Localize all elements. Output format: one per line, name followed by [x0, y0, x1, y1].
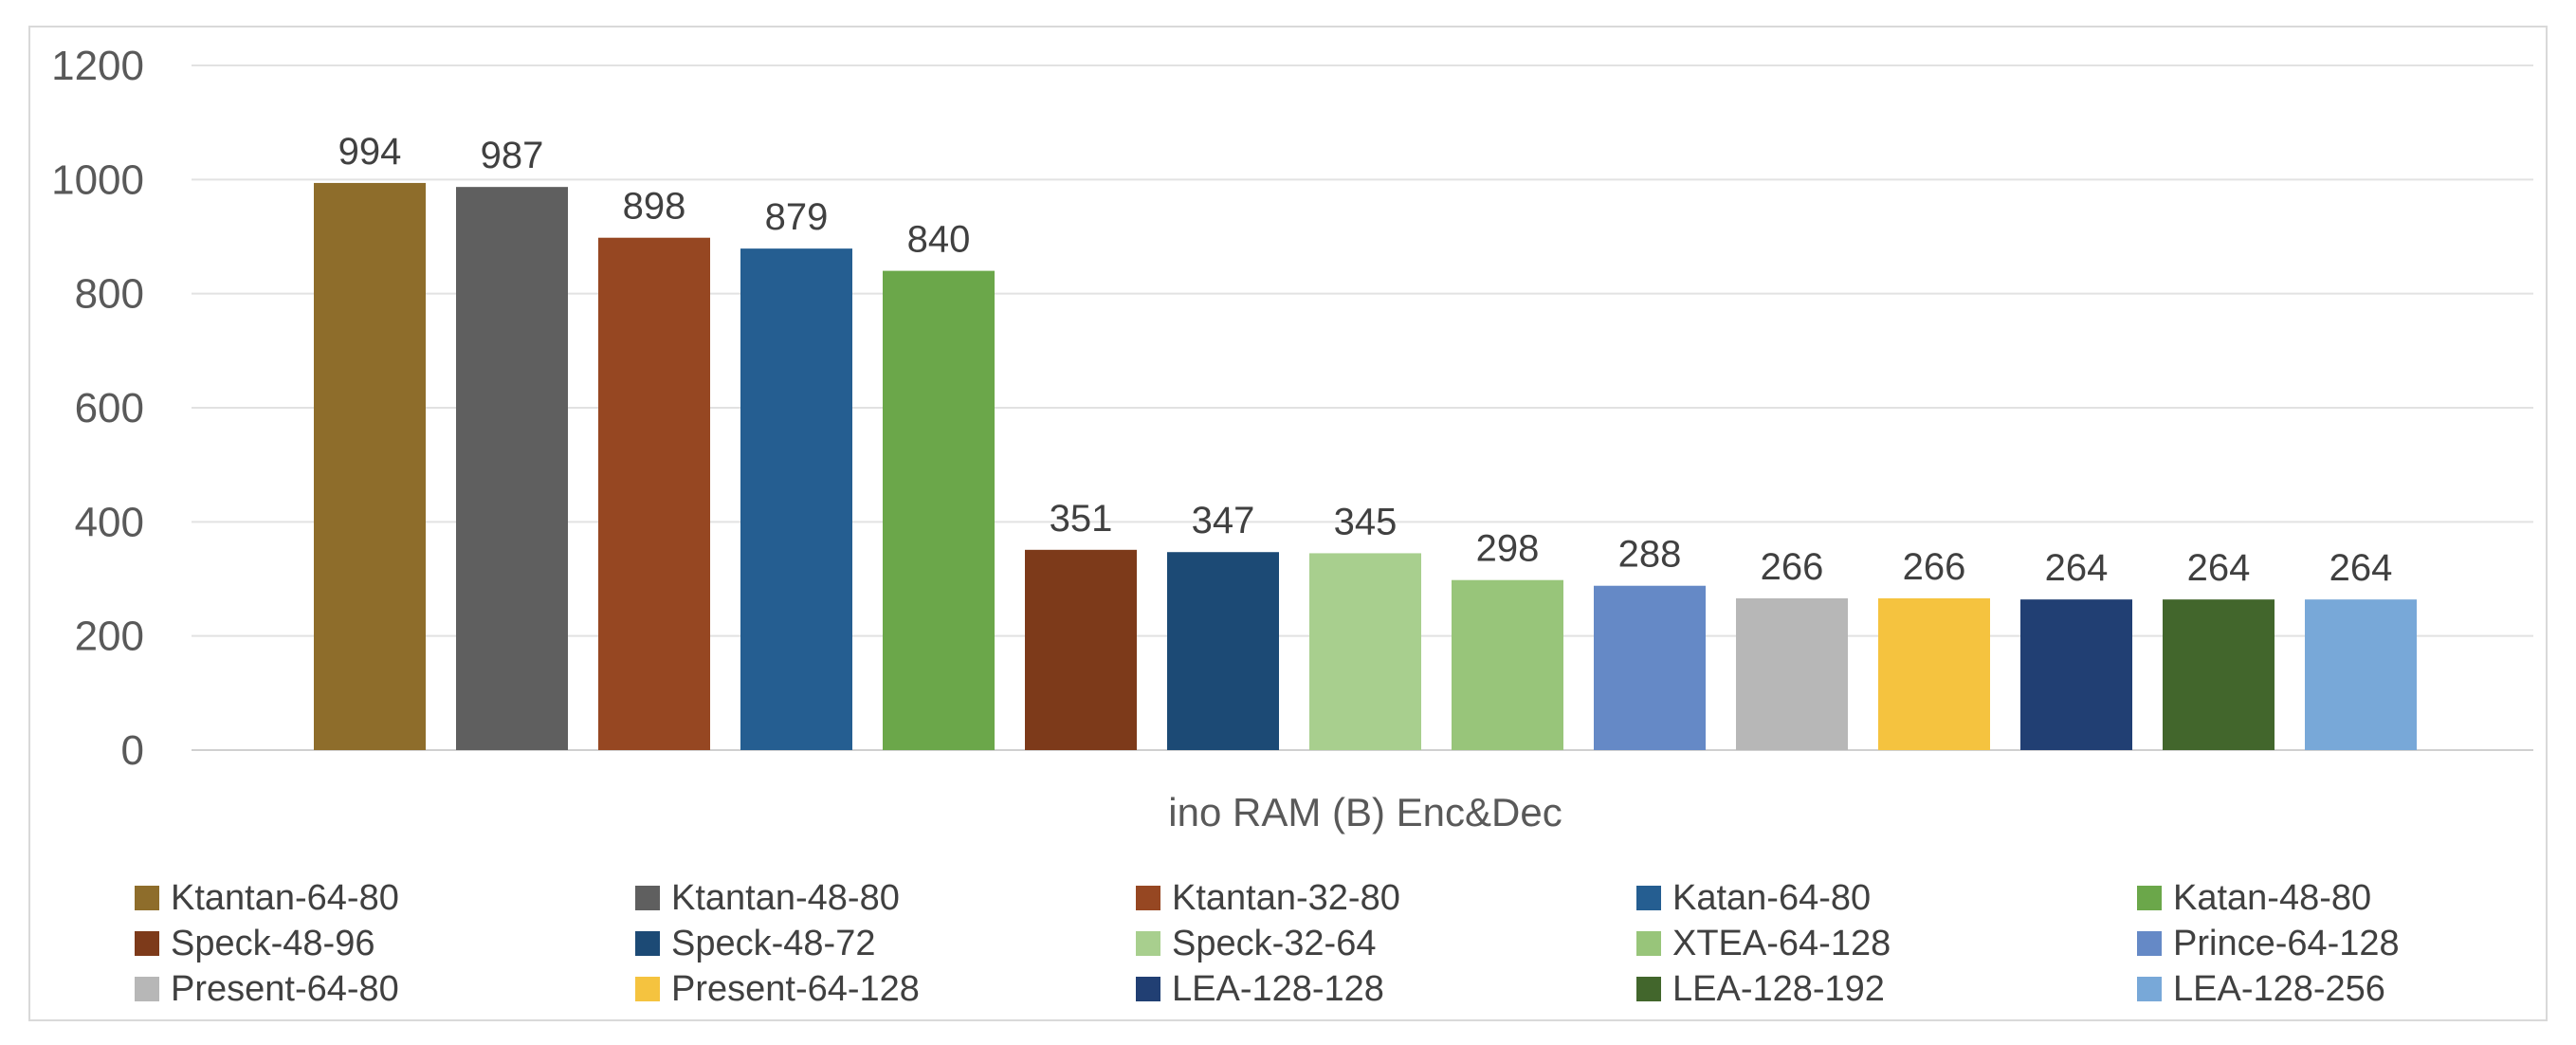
legend-swatch	[635, 931, 660, 956]
bar-prince-64-128	[1594, 585, 1706, 750]
legend-swatch	[135, 886, 159, 910]
gridlines	[192, 64, 2533, 751]
legend-item-lea-128-256: LEA-128-256	[2137, 969, 2385, 1009]
legend-label: LEA-128-192	[1672, 969, 1885, 1009]
legend-item-lea-128-128: LEA-128-128	[1136, 969, 1384, 1009]
bar-speck-48-72	[1167, 552, 1279, 750]
legend-item-speck-32-64: Speck-32-64	[1136, 924, 1376, 963]
bar-katan-64-80	[740, 248, 852, 750]
data-label-speck-32-64: 345	[1334, 501, 1398, 542]
legend-item-ktantan-48-80: Ktantan-48-80	[635, 878, 900, 918]
bar-lea-128-192	[2163, 599, 2275, 750]
bar-speck-48-96	[1025, 549, 1137, 750]
bar-present-64-80	[1736, 597, 1848, 750]
data-label-prince-64-128: 288	[1618, 534, 1682, 576]
legend-item-ktantan-32-80: Ktantan-32-80	[1136, 878, 1400, 918]
legend-label: Ktantan-48-80	[671, 878, 900, 918]
bar-lea-128-256	[2305, 599, 2417, 750]
legend-item-ktantan-64-80: Ktantan-64-80	[135, 878, 399, 918]
bar-lea-128-128	[2020, 599, 2132, 750]
legend-swatch	[635, 886, 660, 910]
bar-katan-48-80	[883, 270, 995, 750]
y-tick-label: 600	[75, 385, 144, 431]
legend-swatch	[1636, 931, 1661, 956]
data-label-present-64-128: 266	[1903, 546, 1966, 588]
legend-label: Present-64-128	[671, 969, 920, 1009]
y-tick-label: 400	[75, 499, 144, 545]
bar-ktantan-32-80	[598, 237, 710, 750]
data-label-ktantan-48-80: 987	[481, 135, 544, 176]
y-tick-label: 1200	[51, 43, 144, 89]
legend-label: LEA-128-256	[2173, 969, 2385, 1009]
legend: Ktantan-64-80 Ktantan-48-80 Ktantan-32-80 K…	[135, 878, 2400, 1009]
data-labels: 994 987 898 879 840 351 347 345 298 288 266 266 264 2…	[338, 131, 2393, 589]
bars	[314, 182, 2417, 750]
bar-xtea-64-128	[1452, 579, 1563, 750]
legend-swatch	[2137, 886, 2162, 910]
legend-item-present-64-128: Present-64-128	[635, 969, 920, 1009]
legend-swatch	[1636, 977, 1661, 1001]
legend-label: Katan-48-80	[2173, 878, 2371, 918]
legend-swatch	[135, 931, 159, 956]
bar-ktantan-64-80	[314, 182, 426, 750]
legend-item-prince-64-128: Prince-64-128	[2137, 924, 2400, 963]
data-label-lea-128-192: 264	[2187, 547, 2251, 589]
bar-ktantan-48-80	[456, 187, 568, 750]
legend-label: Prince-64-128	[2173, 924, 2400, 963]
legend-item-katan-64-80: Katan-64-80	[1636, 878, 1871, 918]
legend-swatch	[635, 977, 660, 1001]
data-label-ktantan-64-80: 994	[338, 131, 402, 173]
legend-swatch	[2137, 931, 2162, 956]
bar-speck-32-64	[1309, 553, 1421, 750]
legend-item-katan-48-80: Katan-48-80	[2137, 878, 2371, 918]
y-axis-ticks: 0 200 400 600 800 1000 1200	[51, 43, 144, 774]
legend-swatch	[2137, 977, 2162, 1001]
legend-swatch	[1136, 886, 1160, 910]
legend-item-lea-128-192: LEA-128-192	[1636, 969, 1885, 1009]
y-tick-label: 0	[121, 727, 144, 774]
legend-item-present-64-80: Present-64-80	[135, 969, 399, 1009]
data-label-xtea-64-128: 298	[1476, 528, 1540, 570]
legend-label: Speck-32-64	[1172, 924, 1376, 963]
legend-item-speck-48-72: Speck-48-72	[635, 924, 875, 963]
legend-label: Speck-48-72	[671, 924, 875, 963]
legend-item-xtea-64-128: XTEA-64-128	[1636, 924, 1891, 963]
legend-swatch	[135, 977, 159, 1001]
y-tick-label: 1000	[51, 156, 144, 203]
data-label-lea-128-256: 264	[2329, 547, 2393, 589]
legend-swatch	[1636, 886, 1661, 910]
data-label-speck-48-72: 347	[1192, 500, 1255, 541]
bar-chart: 0 200 400 600 800 1000 1200 994 987 898 879 840 351…	[51, 43, 2533, 1009]
data-label-katan-48-80: 840	[907, 219, 971, 261]
data-label-katan-64-80: 879	[765, 196, 829, 238]
legend-label: Ktantan-32-80	[1172, 878, 1400, 918]
legend-label: Speck-48-96	[171, 924, 375, 963]
chart-frame: 0 200 400 600 800 1000 1200 994 987 898 879 840 351…	[28, 26, 2548, 1021]
legend-label: Ktantan-64-80	[171, 878, 399, 918]
legend-label: XTEA-64-128	[1672, 924, 1891, 963]
legend-item-speck-48-96: Speck-48-96	[135, 924, 375, 963]
y-tick-label: 800	[75, 271, 144, 318]
bar-present-64-128	[1878, 597, 1990, 750]
x-axis-title: ino RAM (B) Enc&Dec	[1168, 790, 1562, 834]
data-label-present-64-80: 266	[1761, 546, 1824, 588]
data-label-speck-48-96: 351	[1050, 498, 1113, 540]
data-label-lea-128-128: 264	[2045, 547, 2109, 589]
legend-label: LEA-128-128	[1172, 969, 1384, 1009]
legend-swatch	[1136, 977, 1160, 1001]
data-label-ktantan-32-80: 898	[623, 186, 686, 228]
legend-label: Katan-64-80	[1672, 878, 1871, 918]
legend-label: Present-64-80	[171, 969, 399, 1009]
legend-swatch	[1136, 931, 1160, 956]
y-tick-label: 200	[75, 614, 144, 660]
